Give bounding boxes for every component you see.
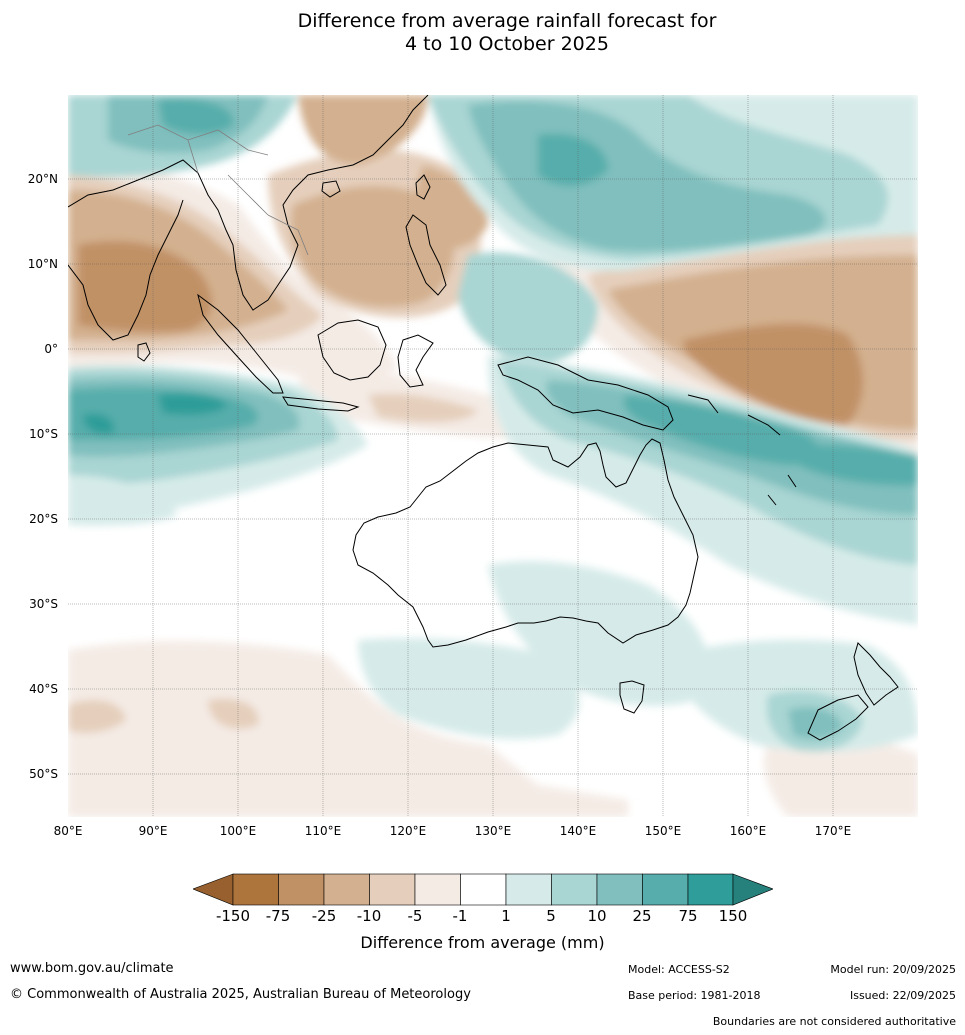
pacific-islands: [687, 394, 797, 506]
sumatra-coastline: [197, 293, 284, 394]
legend-tick: 75: [678, 907, 698, 925]
legend-title: Difference from average (mm): [360, 933, 605, 952]
asia-mainland-coastline: [68, 95, 429, 311]
lon-label-150e: 150°E: [644, 824, 682, 838]
lat-label-20s: 20°S: [29, 512, 58, 526]
wet-zone-indian-ocean-core: [158, 393, 228, 415]
dry-zone-south-china-sea-mid: [291, 186, 455, 308]
dry-zone-south-west: [68, 700, 126, 733]
colorbar-swatch-10: [642, 873, 689, 906]
lat-label-10s: 10°S: [29, 427, 58, 441]
lon-label-120e: 120°E: [389, 824, 427, 838]
wet-zone-australia-south: [358, 638, 580, 739]
boundaries-disclaimer: Boundaries are not considered authoritat…: [712, 1015, 956, 1028]
wet-zone-south-indian: [68, 475, 178, 526]
legend-tick: 25: [632, 907, 652, 925]
colorbar-swatch-9: [596, 873, 643, 906]
hainan-coastline: [321, 180, 341, 198]
lon-label-130e: 130°E: [474, 824, 512, 838]
country-borders: [127, 124, 309, 256]
tasmania-coastline: [619, 680, 645, 714]
borneo-coastline: [317, 319, 387, 381]
colorbar-swatch-4: [369, 873, 416, 906]
lat-label-10n: 10°N: [27, 257, 58, 271]
wet-zone-coral-sea-east: [798, 444, 918, 486]
wet-zone-north-pacific-core: [538, 134, 608, 186]
lon-label-90e: 90°E: [138, 824, 168, 838]
lon-label-140e: 140°E: [559, 824, 597, 838]
legend-tick: 1: [501, 907, 511, 925]
legend-tick: -25: [311, 907, 337, 925]
model-run-date: Model run: 20/09/2025: [830, 963, 956, 976]
taiwan-coastline: [415, 174, 431, 200]
wet-zone-new-zealand-core: [788, 707, 843, 739]
legend-tick: 150: [718, 907, 748, 925]
new-zealand-north-coastline: [853, 642, 899, 706]
rainfall-anomaly-map: [68, 95, 918, 817]
java-coastline: [282, 396, 360, 412]
colorbar-arrow-left: [193, 873, 234, 906]
model-name: Model: ACCESS-S2: [628, 963, 730, 976]
legend-tick: -75: [265, 907, 291, 925]
graticule: [68, 95, 918, 817]
lon-label-160e: 160°E: [729, 824, 767, 838]
copyright-text: © Commonwealth of Australia 2025, Austra…: [10, 987, 471, 1002]
dry-zone-south-mid: [208, 698, 259, 729]
colorbar-swatch-8: [551, 873, 598, 906]
colorbar-swatch-5: [414, 873, 461, 906]
legend-tick: -5: [407, 907, 423, 925]
issued-date: Issued: 22/09/2025: [849, 989, 956, 1002]
wet-zone-coral-sea-strong: [623, 395, 819, 465]
australia-coastline: [352, 438, 699, 648]
colorbar-arrow-right: [732, 873, 773, 906]
dry-zone-southern-ocean: [68, 640, 628, 817]
colorbar-swatch-1: [232, 873, 279, 906]
sri-lanka-coastline: [137, 342, 151, 362]
map-title: Difference from average rainfall forecas…: [0, 10, 965, 56]
lat-label-0: 0°: [44, 342, 58, 356]
legend-tick: -1: [452, 907, 468, 925]
lon-label-100e: 100°E: [219, 824, 257, 838]
dry-zone-south-east: [764, 738, 918, 817]
lat-label-20n: 20°N: [27, 172, 58, 186]
colorbar-swatch-11: [687, 873, 734, 906]
dry-zone-philippine-sea: [416, 165, 488, 249]
coastlines: [68, 95, 899, 741]
website-link[interactable]: www.bom.gov.au/climate: [10, 961, 174, 976]
colorbar-swatch-2: [278, 873, 325, 906]
title-line-2: 4 to 10 October 2025: [405, 33, 609, 55]
sulawesi-coastline: [397, 334, 434, 388]
lon-label-170e: 170°E: [814, 824, 852, 838]
base-period: Base period: 1981-2018: [628, 989, 761, 1002]
new-guinea-coastline: [497, 356, 674, 431]
lon-label-80e: 80°E: [53, 824, 83, 838]
dry-zone-china-north: [298, 95, 428, 165]
colorbar-swatch-3: [323, 873, 370, 906]
colorbar-swatch-6: [460, 873, 507, 906]
dry-zone-flores: [368, 393, 478, 423]
legend-tick: -10: [356, 907, 382, 925]
legend-tick: 10: [587, 907, 607, 925]
title-line-1: Difference from average rainfall forecas…: [297, 10, 717, 32]
lat-label-30s: 30°S: [29, 597, 58, 611]
wet-zone-australia-east: [488, 561, 711, 706]
wet-zone-himalaya-core: [158, 98, 234, 134]
wet-zone-west-pacific: [458, 252, 598, 365]
wet-zone-indian-ocean-west: [83, 413, 114, 435]
legend-colorbar: [193, 873, 773, 906]
philippines-coastline: [405, 214, 447, 296]
colorbar-swatch-7: [505, 873, 552, 906]
lon-label-110e: 110°E: [304, 824, 342, 838]
new-zealand-south-coastline: [807, 694, 869, 741]
lat-label-50s: 50°S: [29, 767, 58, 781]
india-coastline: [68, 199, 184, 341]
lat-label-40s: 40°S: [29, 682, 58, 696]
legend-tick: -150: [215, 907, 251, 925]
anomaly-field: [68, 95, 918, 817]
legend-tick: 5: [546, 907, 556, 925]
